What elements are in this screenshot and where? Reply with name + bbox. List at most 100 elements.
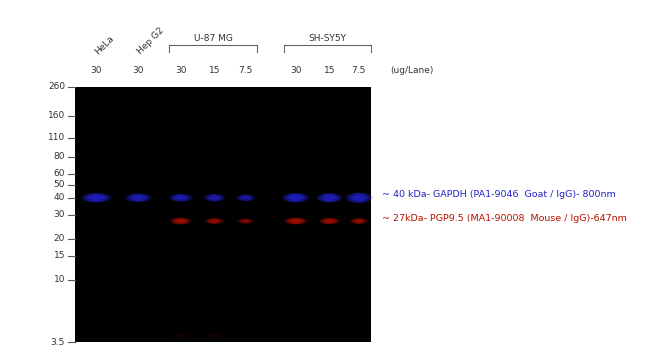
Ellipse shape [282, 193, 309, 203]
Ellipse shape [243, 219, 248, 223]
Ellipse shape [205, 218, 224, 224]
Ellipse shape [287, 218, 305, 224]
Ellipse shape [130, 196, 147, 199]
Text: Hep G2: Hep G2 [135, 26, 166, 56]
Text: 15: 15 [53, 251, 65, 260]
Text: 60: 60 [53, 169, 65, 178]
Text: ~ 27kDa- PGP9.5 (MA1-90008  Mouse / IgG)-647nm: ~ 27kDa- PGP9.5 (MA1-90008 Mouse / IgG)-… [382, 214, 627, 223]
Ellipse shape [319, 193, 340, 202]
Text: 7.5: 7.5 [239, 66, 253, 75]
Ellipse shape [356, 219, 361, 223]
Ellipse shape [352, 218, 366, 224]
Ellipse shape [350, 193, 367, 202]
Ellipse shape [354, 194, 364, 202]
Ellipse shape [175, 218, 187, 224]
Ellipse shape [323, 194, 336, 202]
Ellipse shape [348, 193, 370, 203]
Ellipse shape [209, 194, 220, 201]
Ellipse shape [92, 194, 101, 201]
Ellipse shape [209, 218, 220, 224]
Ellipse shape [84, 193, 109, 202]
Ellipse shape [287, 196, 304, 200]
Ellipse shape [209, 219, 220, 224]
Ellipse shape [289, 194, 302, 202]
Text: 20: 20 [53, 234, 65, 243]
Text: U-87 MG: U-87 MG [194, 34, 233, 43]
Ellipse shape [174, 196, 188, 199]
Ellipse shape [208, 194, 221, 201]
Ellipse shape [240, 219, 251, 223]
Ellipse shape [291, 194, 301, 202]
Ellipse shape [242, 195, 250, 201]
Text: 110: 110 [47, 133, 65, 142]
Ellipse shape [130, 194, 147, 202]
Ellipse shape [90, 194, 103, 202]
Ellipse shape [354, 220, 364, 222]
Ellipse shape [284, 218, 307, 224]
Ellipse shape [352, 193, 365, 202]
Ellipse shape [322, 194, 337, 202]
Ellipse shape [205, 194, 224, 201]
Ellipse shape [85, 193, 107, 202]
Ellipse shape [174, 194, 188, 201]
Ellipse shape [87, 194, 105, 202]
Ellipse shape [176, 195, 186, 201]
Ellipse shape [172, 194, 189, 201]
Text: ~ 40 kDa- GAPDH (PA1-9046  Goat / IgG)- 800nm: ~ 40 kDa- GAPDH (PA1-9046 Goat / IgG)- 8… [382, 190, 616, 199]
Ellipse shape [242, 219, 250, 223]
Text: SH-SY5Y: SH-SY5Y [308, 34, 346, 43]
Ellipse shape [238, 194, 254, 201]
Ellipse shape [352, 218, 365, 224]
Ellipse shape [170, 194, 192, 202]
Ellipse shape [88, 194, 104, 202]
Ellipse shape [285, 193, 307, 202]
Ellipse shape [320, 218, 339, 224]
Ellipse shape [172, 218, 190, 224]
Ellipse shape [289, 220, 303, 223]
Ellipse shape [203, 194, 226, 202]
Text: 50: 50 [53, 180, 65, 189]
Ellipse shape [320, 193, 339, 202]
Text: 30: 30 [133, 66, 144, 75]
Ellipse shape [131, 194, 145, 201]
Ellipse shape [176, 218, 185, 224]
Ellipse shape [207, 218, 222, 224]
Text: 260: 260 [48, 83, 65, 91]
Ellipse shape [326, 218, 333, 224]
Ellipse shape [135, 194, 142, 201]
Ellipse shape [354, 218, 364, 224]
Ellipse shape [323, 218, 336, 224]
Ellipse shape [291, 218, 300, 224]
Text: 40: 40 [53, 193, 65, 202]
Ellipse shape [349, 193, 369, 202]
Ellipse shape [211, 219, 217, 223]
Ellipse shape [292, 218, 299, 224]
Ellipse shape [129, 194, 148, 202]
Text: 15: 15 [209, 66, 220, 75]
Text: 160: 160 [47, 111, 65, 120]
Ellipse shape [173, 218, 188, 224]
Ellipse shape [290, 218, 302, 224]
Ellipse shape [324, 218, 335, 224]
Ellipse shape [240, 196, 252, 199]
Ellipse shape [174, 220, 187, 223]
Ellipse shape [174, 194, 187, 201]
Ellipse shape [170, 218, 192, 224]
Text: 30: 30 [53, 210, 65, 219]
Ellipse shape [323, 220, 336, 222]
Ellipse shape [289, 218, 303, 224]
Ellipse shape [82, 193, 111, 202]
Ellipse shape [239, 219, 252, 223]
Ellipse shape [133, 194, 144, 201]
Text: HeLa: HeLa [93, 34, 116, 56]
Text: 10: 10 [53, 275, 65, 285]
Ellipse shape [177, 218, 184, 224]
Text: 3.5: 3.5 [51, 338, 65, 346]
Ellipse shape [237, 218, 254, 224]
Ellipse shape [209, 220, 220, 222]
Ellipse shape [239, 195, 252, 201]
Ellipse shape [207, 218, 221, 224]
Ellipse shape [81, 193, 112, 203]
Ellipse shape [174, 218, 187, 224]
Ellipse shape [240, 219, 252, 223]
